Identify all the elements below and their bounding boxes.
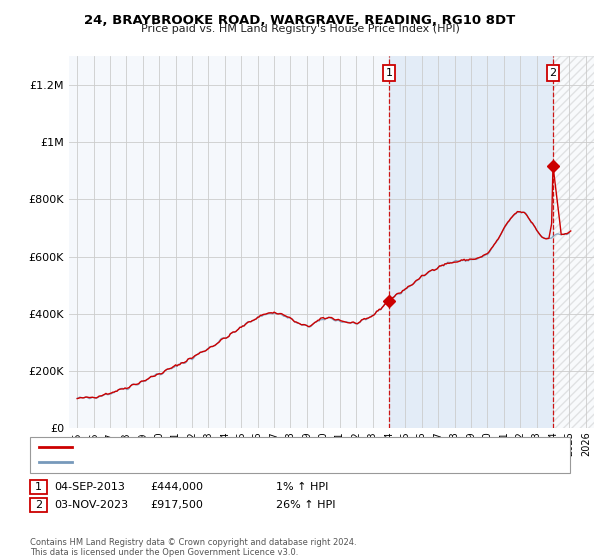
Text: 24, BRAYBROOKE ROAD, WARGRAVE, READING, RG10 8DT: 24, BRAYBROOKE ROAD, WARGRAVE, READING, … <box>85 14 515 27</box>
Text: 2: 2 <box>35 500 42 510</box>
Text: Contains HM Land Registry data © Crown copyright and database right 2024.
This d: Contains HM Land Registry data © Crown c… <box>30 538 356 557</box>
Text: £444,000: £444,000 <box>150 482 203 492</box>
Text: Price paid vs. HM Land Registry's House Price Index (HPI): Price paid vs. HM Land Registry's House … <box>140 24 460 34</box>
Text: 1% ↑ HPI: 1% ↑ HPI <box>276 482 328 492</box>
Text: HPI: Average price, detached house, Wokingham: HPI: Average price, detached house, Woki… <box>77 458 315 467</box>
Text: 03-NOV-2023: 03-NOV-2023 <box>54 500 128 510</box>
Bar <box>553 56 594 428</box>
Text: 1: 1 <box>385 68 392 78</box>
Bar <box>389 56 553 428</box>
Text: 04-SEP-2013: 04-SEP-2013 <box>54 482 125 492</box>
Text: 1: 1 <box>35 482 42 492</box>
Text: 24, BRAYBROOKE ROAD, WARGRAVE, READING, RG10 8DT (detached house): 24, BRAYBROOKE ROAD, WARGRAVE, READING, … <box>77 442 451 451</box>
Text: £917,500: £917,500 <box>150 500 203 510</box>
Text: 2: 2 <box>550 68 557 78</box>
Text: 26% ↑ HPI: 26% ↑ HPI <box>276 500 335 510</box>
